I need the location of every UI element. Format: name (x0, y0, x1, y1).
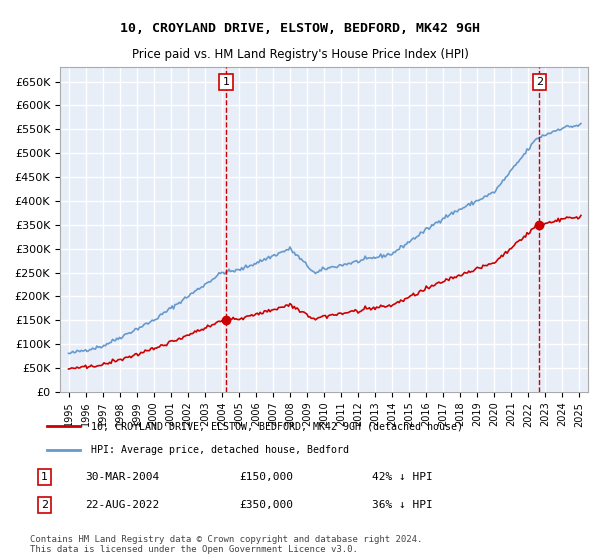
Text: Contains HM Land Registry data © Crown copyright and database right 2024.
This d: Contains HM Land Registry data © Crown c… (30, 535, 422, 554)
Text: 10, CROYLAND DRIVE, ELSTOW, BEDFORD, MK42 9GH: 10, CROYLAND DRIVE, ELSTOW, BEDFORD, MK4… (120, 22, 480, 35)
Text: 1: 1 (223, 77, 230, 87)
Text: 2: 2 (536, 77, 543, 87)
Text: 36% ↓ HPI: 36% ↓ HPI (372, 500, 433, 510)
Text: 30-MAR-2004: 30-MAR-2004 (85, 472, 160, 482)
Text: Price paid vs. HM Land Registry's House Price Index (HPI): Price paid vs. HM Land Registry's House … (131, 48, 469, 60)
Text: £150,000: £150,000 (240, 472, 294, 482)
Text: 2: 2 (41, 500, 48, 510)
Text: HPI: Average price, detached house, Bedford: HPI: Average price, detached house, Bedf… (91, 445, 349, 455)
Text: 10, CROYLAND DRIVE, ELSTOW, BEDFORD, MK42 9GH (detached house): 10, CROYLAND DRIVE, ELSTOW, BEDFORD, MK4… (91, 421, 463, 431)
Text: 42% ↓ HPI: 42% ↓ HPI (372, 472, 433, 482)
Text: 22-AUG-2022: 22-AUG-2022 (85, 500, 160, 510)
Text: £350,000: £350,000 (240, 500, 294, 510)
Text: 1: 1 (41, 472, 48, 482)
